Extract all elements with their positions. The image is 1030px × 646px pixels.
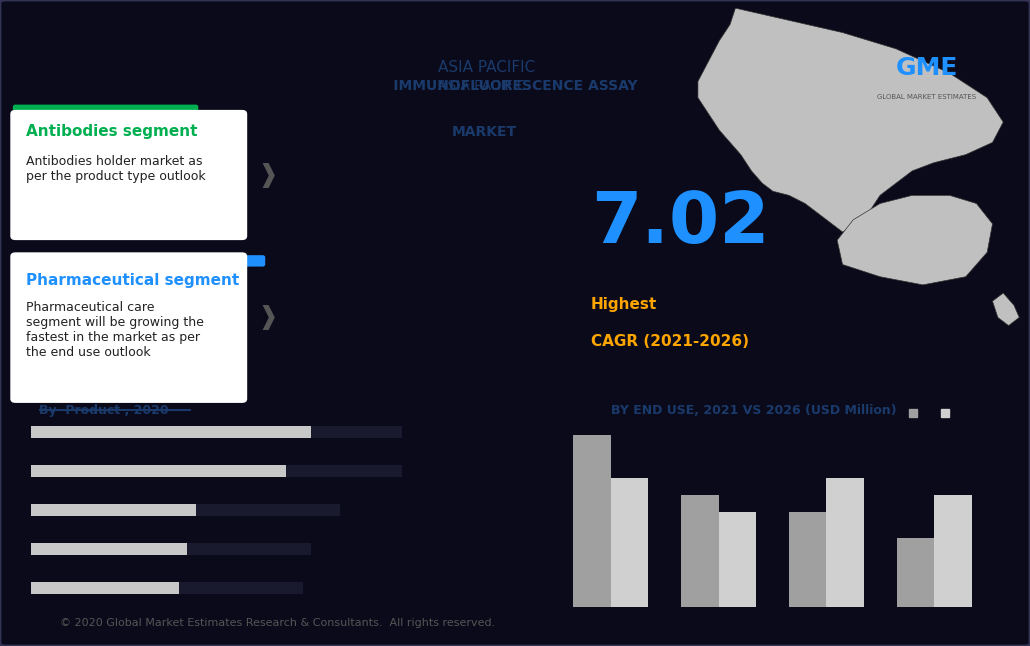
Bar [789,512,826,607]
FancyBboxPatch shape [12,105,198,116]
Bar [826,478,864,607]
Bar [196,504,340,516]
Text: GLOBAL MARKET ESTIMATES: GLOBAL MARKET ESTIMATES [878,94,976,100]
Polygon shape [993,293,1020,326]
Text: MARKET: MARKET [451,125,517,140]
Text: Pharmaceutical segment: Pharmaceutical segment [26,273,239,287]
Text: ASIA PACIFIC: ASIA PACIFIC [438,79,530,93]
Bar [31,465,286,477]
Text: Antibodies segment: Antibodies segment [26,124,198,139]
Text: ❱: ❱ [258,305,278,330]
Bar [719,512,756,607]
Text: ❱: ❱ [258,163,278,187]
Text: ASIA PACIFIC: ASIA PACIFIC [438,60,541,76]
Text: Pharmaceutical care
segment will be growing the
fastest in the market as per
the: Pharmaceutical care segment will be grow… [26,301,204,359]
Bar [31,426,311,437]
Text: © 2020 Global Market Estimates Research & Consultants.  All rights reserved.: © 2020 Global Market Estimates Research … [60,618,495,629]
Bar [31,582,179,594]
Bar [681,495,719,607]
Bar [611,478,649,607]
Text: GME: GME [896,56,958,80]
FancyBboxPatch shape [10,253,247,403]
FancyBboxPatch shape [10,110,247,240]
Text: CAGR (2021-2026): CAGR (2021-2026) [591,334,749,349]
Bar [934,495,972,607]
Bar [573,435,611,607]
Bar [311,426,402,437]
Text: IMMUNOFLUORESCENCE ASSAY: IMMUNOFLUORESCENCE ASSAY [331,79,638,93]
Text: 7.02: 7.02 [591,189,769,258]
Text: BY END USE, 2021 VS 2026 (USD Million): BY END USE, 2021 VS 2026 (USD Million) [611,404,896,417]
Bar [187,543,311,554]
Bar [31,543,187,554]
Bar [31,504,196,516]
Polygon shape [837,195,993,285]
Bar [286,465,402,477]
Bar [896,538,934,607]
Polygon shape [698,8,1003,232]
Text: Antibodies holder market as
per the product type outlook: Antibodies holder market as per the prod… [26,154,205,183]
FancyBboxPatch shape [12,255,266,267]
Bar [179,582,303,594]
Text: Highest: Highest [591,297,657,312]
Text: By  Product , 2020: By Product , 2020 [39,404,169,417]
